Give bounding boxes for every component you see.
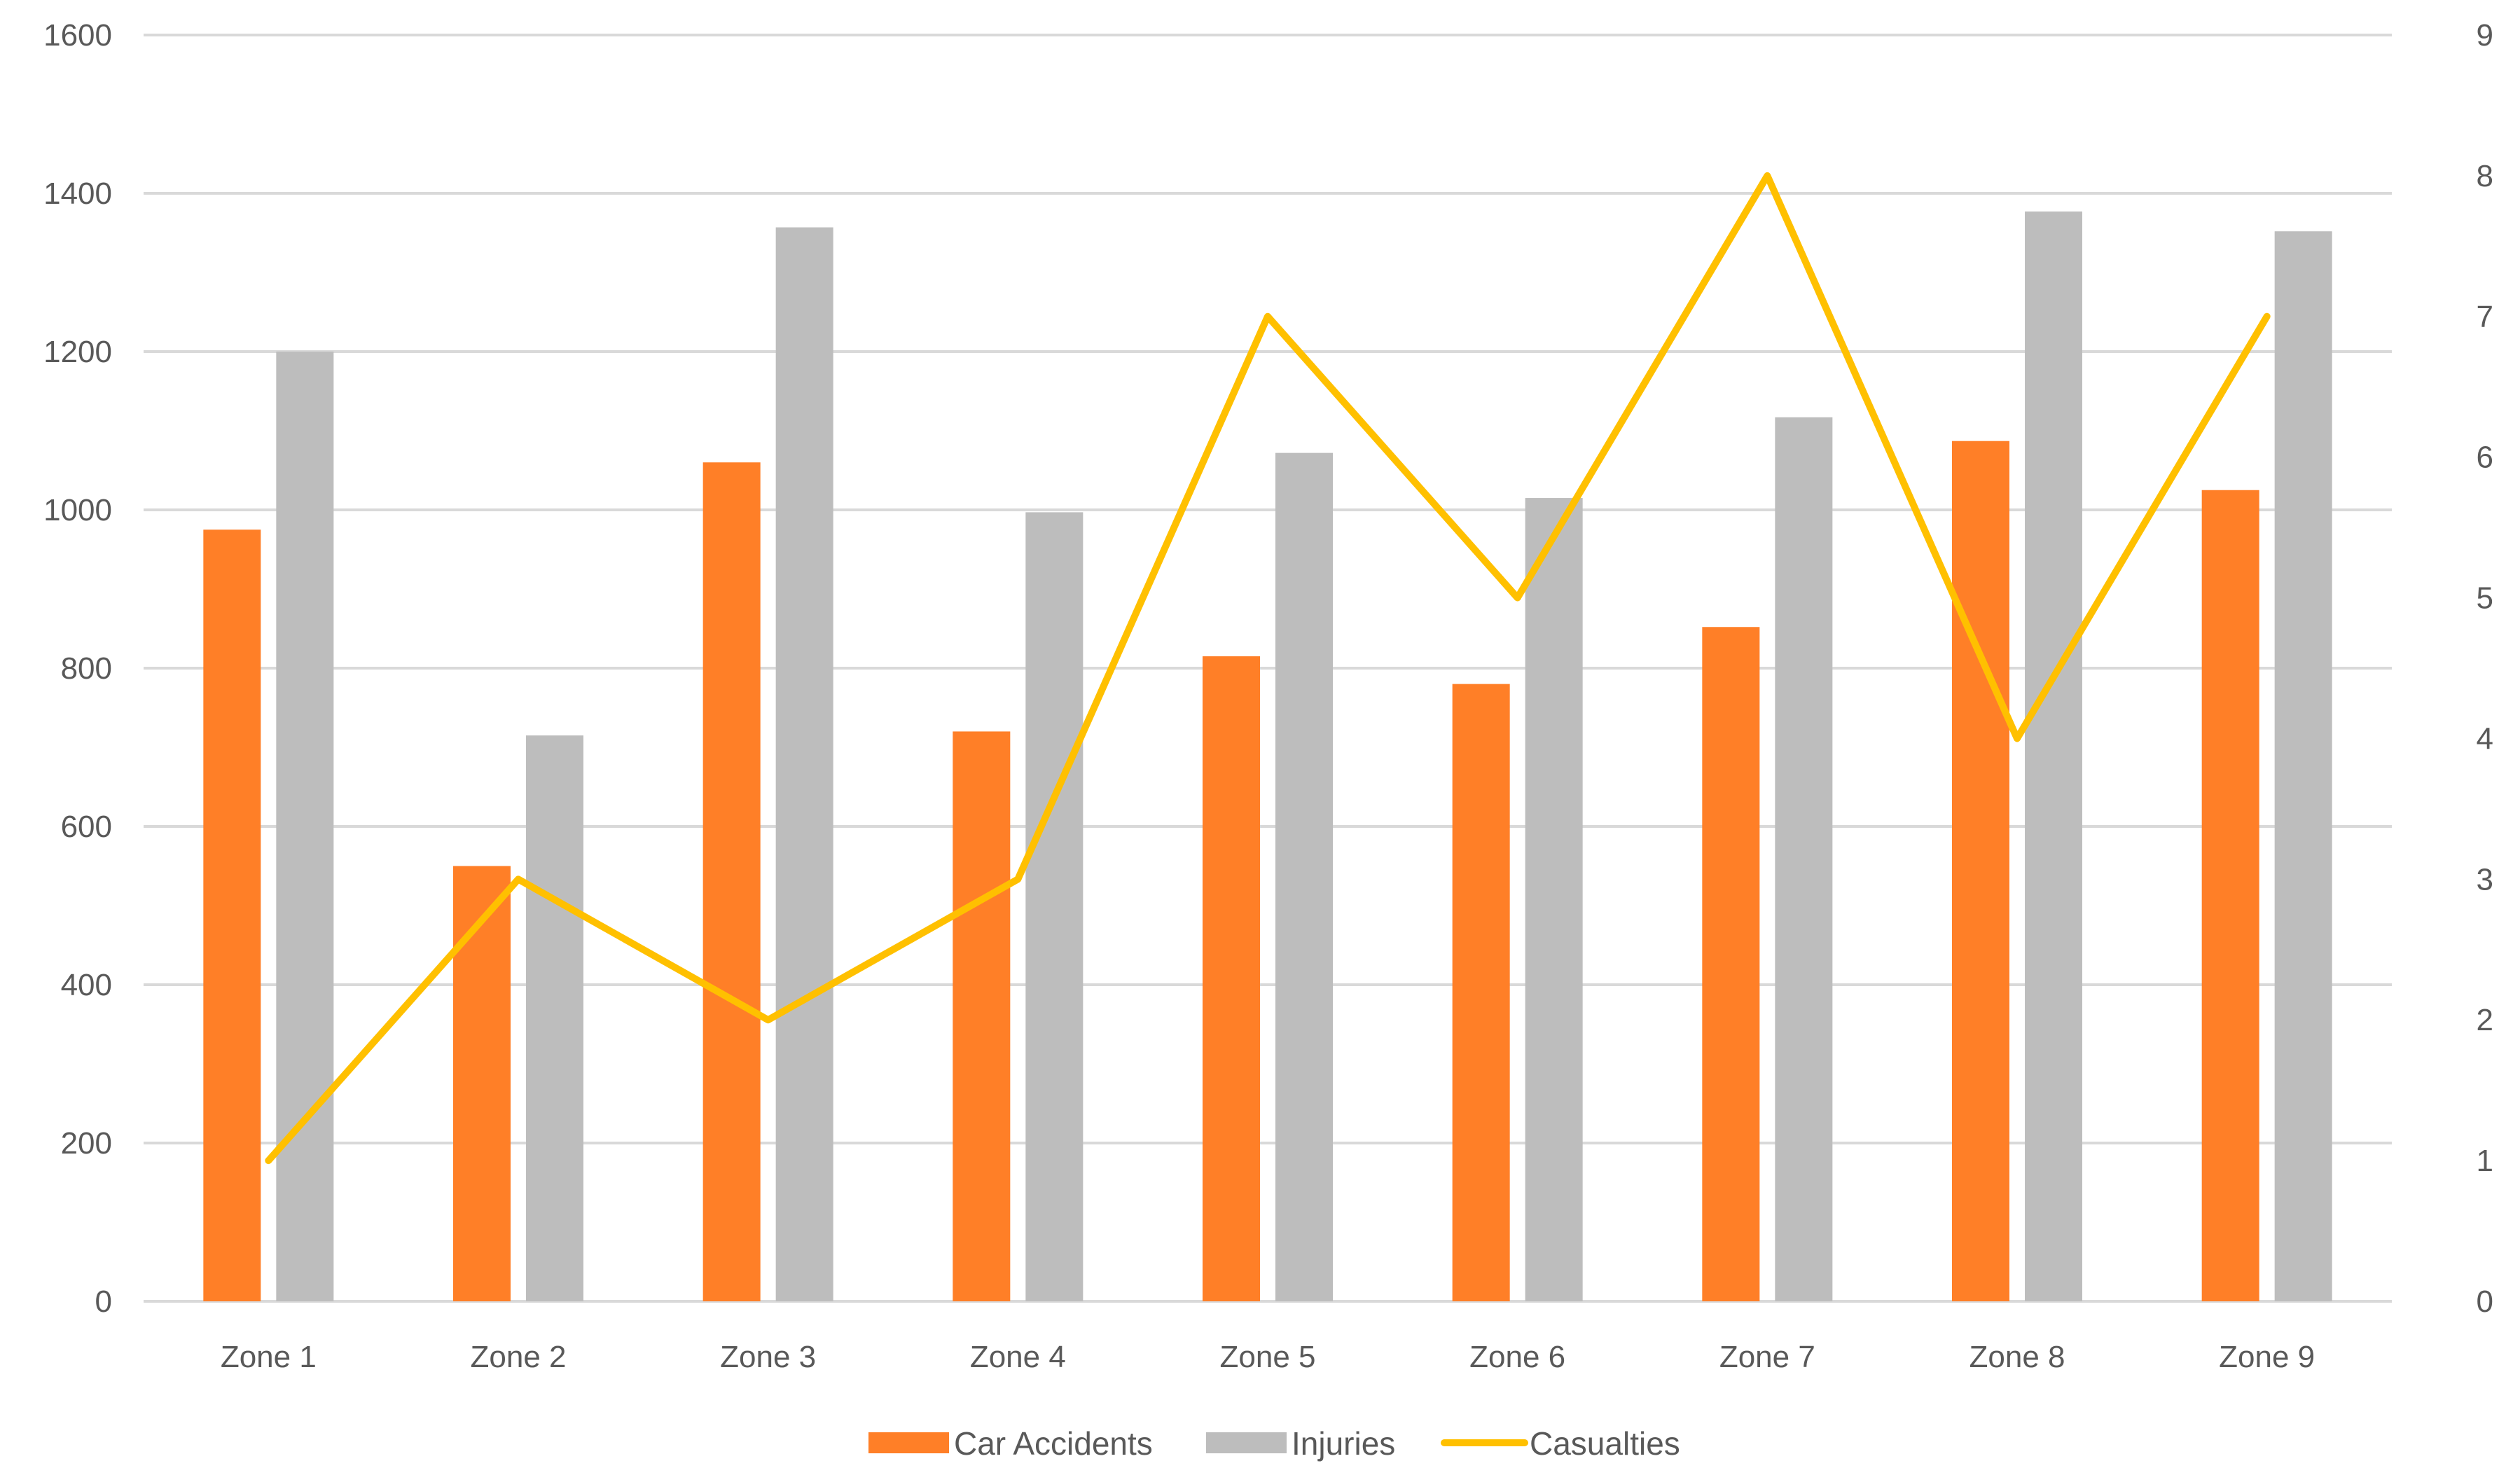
legend: Car Accidents Injuries Casualties	[868, 1425, 1680, 1462]
right-axis-tick: 3	[2477, 862, 2493, 896]
bar-injuries	[526, 735, 583, 1301]
left-axis-tick: 400	[61, 968, 112, 1002]
category-label: Zone 4	[970, 1340, 1066, 1374]
line-point	[2016, 738, 2018, 739]
left-axis-tick: 1600	[43, 18, 112, 53]
line-point	[1017, 878, 1018, 880]
bar-injuries	[775, 227, 833, 1302]
right-y-axis: 0 1 2 3 4 5 6 7 8 9	[2477, 18, 2493, 1319]
bar-injuries	[1525, 498, 1583, 1301]
category-label: Zone 2	[471, 1340, 567, 1374]
category-label: Zone 9	[2219, 1340, 2315, 1374]
right-axis-tick: 6	[2477, 441, 2493, 475]
line-point	[2266, 316, 2268, 317]
right-axis-tick: 5	[2477, 581, 2493, 616]
line-point	[1267, 316, 1268, 317]
right-axis-tick: 2	[2477, 1003, 2493, 1037]
left-y-axis: 0 200 400 600 800 1000 1200 1400 1600	[43, 18, 112, 1319]
right-axis-tick: 4	[2477, 721, 2493, 756]
bar-car-accidents	[1452, 684, 1510, 1301]
category-label: Zone 3	[720, 1340, 816, 1374]
right-axis-tick: 1	[2477, 1144, 2493, 1178]
x-axis-labels: Zone 1 Zone 2 Zone 3 Zone 4 Zone 5 Zone 6 Zone…	[221, 1340, 2315, 1374]
bar-injuries	[276, 352, 334, 1301]
right-axis-tick: 9	[2477, 18, 2493, 53]
legend-label: Injuries	[1292, 1425, 1395, 1462]
right-axis-tick: 0	[2477, 1284, 2493, 1319]
left-axis-tick: 0	[95, 1284, 112, 1319]
line-point	[1517, 597, 1518, 599]
left-axis-tick: 1000	[43, 493, 112, 527]
left-axis-tick: 200	[61, 1126, 112, 1161]
category-label: Zone 1	[221, 1340, 317, 1374]
bar-injuries	[1275, 452, 1333, 1301]
left-axis-tick: 800	[61, 651, 112, 686]
category-label: Zone 6	[1469, 1340, 1565, 1374]
bars	[203, 211, 2332, 1302]
bar-car-accidents	[453, 866, 511, 1301]
bar-injuries	[1025, 512, 1084, 1301]
category-label: Zone 8	[1969, 1340, 2065, 1374]
legend-swatch	[868, 1432, 949, 1453]
right-axis-tick: 8	[2477, 159, 2493, 193]
legend-label: Car Accidents	[954, 1425, 1153, 1462]
left-axis-tick: 1200	[43, 335, 112, 369]
line-point	[1766, 175, 1768, 176]
bar-car-accidents	[702, 462, 761, 1302]
bar-car-accidents	[203, 529, 261, 1301]
bar-car-accidents	[1702, 627, 1760, 1301]
bar-injuries	[2025, 211, 2082, 1301]
bar-car-accidents	[1952, 441, 2009, 1302]
bar-car-accidents	[2201, 490, 2259, 1301]
gridlines	[144, 34, 2392, 1303]
category-label: Zone 5	[1220, 1340, 1316, 1374]
line-casualties	[265, 172, 2271, 1165]
right-axis-tick: 7	[2477, 300, 2493, 334]
left-axis-tick: 1400	[43, 176, 112, 211]
line-point	[768, 1019, 769, 1020]
bar-car-accidents	[953, 731, 1011, 1301]
left-axis-tick: 600	[61, 810, 112, 844]
legend-label: Casualties	[1530, 1425, 1680, 1462]
category-label: Zone 7	[1719, 1340, 1815, 1374]
bar-car-accidents	[1203, 656, 1260, 1301]
line-point	[268, 1160, 269, 1161]
legend-swatch	[1206, 1432, 1287, 1453]
casualties-line-layer	[265, 172, 2271, 1165]
bar-injuries	[1775, 417, 1833, 1301]
bar-injuries	[2274, 231, 2332, 1301]
line-point	[518, 878, 519, 880]
